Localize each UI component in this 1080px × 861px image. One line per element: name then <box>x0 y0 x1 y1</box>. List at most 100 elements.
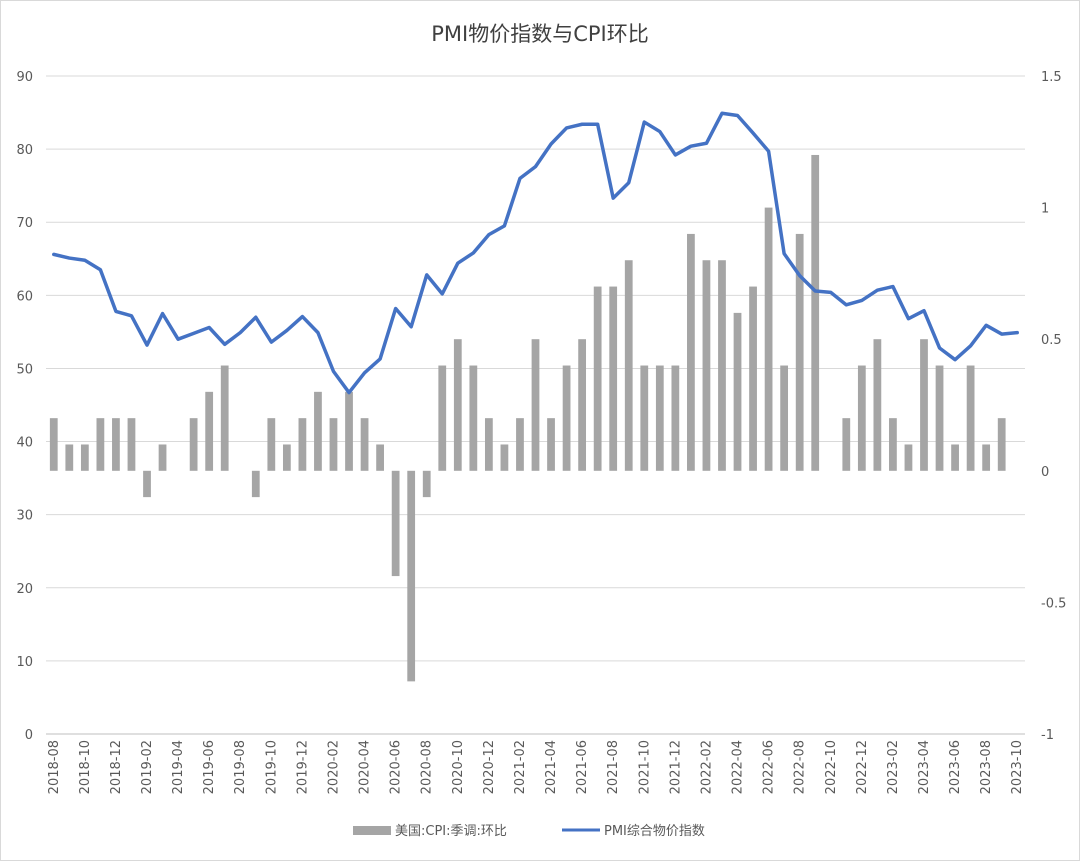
left-axis-tick-label: 0 <box>25 728 33 743</box>
right-axis-tick-label: 1 <box>1041 202 1049 217</box>
chart-title: PMI物价指数与CPI环比 <box>431 22 649 46</box>
line-series-pmi <box>52 111 1019 395</box>
cpi-bar <box>65 444 74 471</box>
cpi-bar <box>578 339 587 471</box>
left-axis-tick-label: 90 <box>16 70 33 85</box>
cpi-bar <box>251 470 260 498</box>
cpi-bar <box>484 418 493 471</box>
x-axis-tick-label: 2023-06 <box>948 740 963 794</box>
right-axis-tick-label: 0 <box>1041 465 1049 480</box>
x-axis-tick-label: 2019-02 <box>140 740 155 794</box>
left-axis-tick-label: 30 <box>16 509 33 524</box>
x-axis-tick-label: 2018-08 <box>47 740 62 794</box>
left-axis-ticks: 0 10 20 30 40 50 60 70 80 90 <box>16 70 33 743</box>
cpi-bar <box>795 233 804 471</box>
cpi-bar <box>655 365 664 471</box>
cpi-bar <box>951 444 959 471</box>
cpi-bar <box>920 339 928 471</box>
cpi-bar <box>49 418 58 471</box>
x-axis-tick-label: 2022-06 <box>762 740 777 794</box>
cpi-bar <box>205 391 214 471</box>
cpi-bar <box>889 418 897 471</box>
cpi-bar <box>516 418 524 471</box>
legend: 美国:CPI:季调:环比 PMI综合物价指数 <box>353 824 705 839</box>
x-axis-tick-label: 2022-12 <box>855 740 870 794</box>
cpi-bar <box>904 444 913 471</box>
right-axis-tick-label: 1.5 <box>1041 70 1062 85</box>
x-axis-tick-label: 2020-12 <box>482 740 497 794</box>
right-axis-ticks: -1 -0.5 0 0.5 1 1.5 <box>1041 70 1066 743</box>
x-axis-tick-label: 2019-12 <box>295 740 310 794</box>
left-axis-tick-label: 10 <box>16 655 33 670</box>
left-axis-tick-label: 70 <box>16 216 33 231</box>
legend-bar-label: 美国:CPI:季调:环比 <box>395 824 507 839</box>
x-axis-tick-label: 2019-06 <box>202 740 217 794</box>
cpi-bar <box>391 470 400 577</box>
x-axis-tick-label: 2022-08 <box>793 740 808 794</box>
cpi-bar <box>718 260 726 471</box>
x-axis-tick-label: 2023-04 <box>917 740 932 794</box>
x-axis-tick-label: 2020-06 <box>389 740 404 794</box>
cpi-bar <box>329 418 338 471</box>
left-axis-tick-label: 40 <box>16 436 33 451</box>
legend-line-label: PMI综合物价指数 <box>604 824 705 839</box>
cpi-bar <box>376 444 384 471</box>
cpi-bar <box>267 418 276 471</box>
left-axis-tick-label: 20 <box>16 582 33 597</box>
cpi-bar <box>158 444 167 471</box>
cpi-bar <box>966 365 975 471</box>
x-axis-tick-label: 2020-04 <box>358 740 373 794</box>
cpi-bar <box>438 365 447 471</box>
bar-series-cpi <box>49 154 1006 682</box>
cpi-bar <box>997 418 1006 471</box>
x-axis-tick-label: 2019-10 <box>264 740 279 794</box>
x-axis-tick-label: 2023-08 <box>979 740 994 794</box>
x-axis-tick-label: 2023-10 <box>1010 740 1025 794</box>
x-axis-tick-label: 2022-04 <box>731 740 746 794</box>
cpi-bar <box>298 418 307 471</box>
x-axis-tick-label: 2021-02 <box>513 740 528 794</box>
x-axis-tick-label: 2021-12 <box>668 740 683 794</box>
cpi-bar <box>671 365 680 471</box>
x-axis-tick-label: 2019-04 <box>171 740 186 794</box>
cpi-bar <box>749 286 757 471</box>
left-axis-tick-label: 60 <box>16 289 33 304</box>
cpi-bar <box>422 470 431 498</box>
legend-bar-swatch <box>353 826 391 835</box>
cpi-bar <box>127 418 136 471</box>
cpi-bar <box>345 391 353 471</box>
x-axis-tick-label: 2022-02 <box>699 740 714 794</box>
x-axis-tick-label: 2020-08 <box>420 740 435 794</box>
pmi-line <box>52 111 1019 395</box>
cpi-bar <box>531 339 540 471</box>
cpi-bar <box>687 233 695 471</box>
cpi-bar <box>360 418 369 471</box>
cpi-bar <box>780 365 789 471</box>
cpi-bar <box>593 286 602 471</box>
x-axis-tick-label: 2021-10 <box>637 740 652 794</box>
cpi-bar <box>112 418 120 471</box>
x-axis-tick-label: 2019-08 <box>233 740 248 794</box>
cpi-bar <box>764 207 773 471</box>
cpi-bar <box>857 365 866 471</box>
cpi-bar <box>453 339 462 471</box>
x-axis-tick-label: 2022-10 <box>824 740 839 794</box>
x-axis-tick-label: 2021-04 <box>544 740 559 794</box>
cpi-bar <box>143 470 151 498</box>
right-axis-tick-label: -1 <box>1041 728 1054 743</box>
cpi-bar <box>982 444 991 471</box>
right-axis-tick-label: -0.5 <box>1041 596 1066 611</box>
cpi-bar <box>609 286 618 471</box>
x-axis-tick-label: 2020-10 <box>451 740 466 794</box>
cpi-bar <box>733 312 742 471</box>
left-axis-tick-label: 80 <box>16 143 33 158</box>
cpi-bar <box>189 418 198 471</box>
cpi-bar <box>873 339 882 471</box>
left-axis-tick-label: 50 <box>16 362 33 377</box>
x-axis-tick-label: 2023-02 <box>886 740 901 794</box>
cpi-bar <box>935 365 944 471</box>
x-axis-tick-label: 2018-10 <box>78 740 93 794</box>
